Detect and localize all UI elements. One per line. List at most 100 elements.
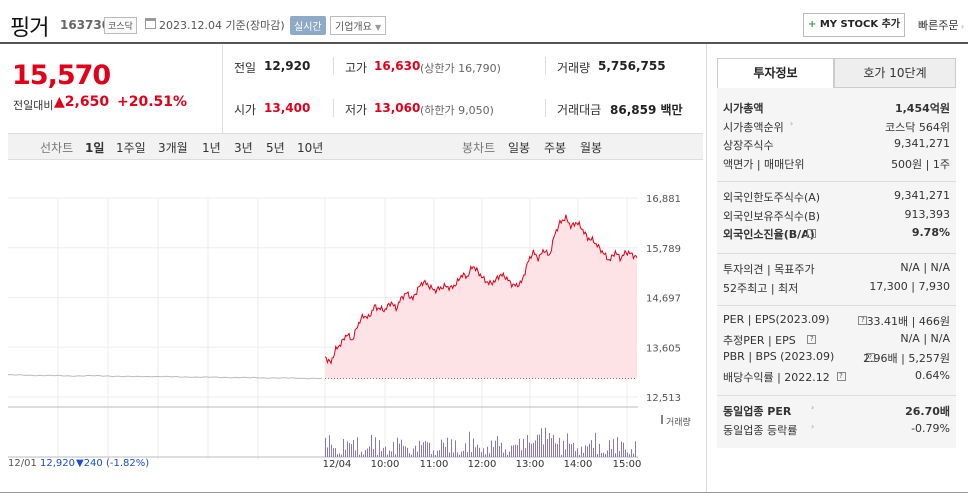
volume-bar <box>621 441 622 457</box>
volume-bar <box>411 454 412 457</box>
info-value: N/A | N/A <box>900 331 950 345</box>
volume-bar <box>487 446 488 457</box>
tab-invest-info[interactable]: 투자정보 <box>717 58 834 88</box>
volume-bar <box>337 454 338 457</box>
volume-bar <box>505 449 506 457</box>
x-axis-labels: 12/04 10:00 11:00 12:00 13:00 14:00 15:00 <box>323 459 642 470</box>
volume-bar <box>403 445 404 457</box>
volume-bar <box>513 445 514 457</box>
chevron-right-icon[interactable]: › <box>790 118 794 128</box>
period-3y-tab[interactable]: 3년 <box>234 141 253 155</box>
prev-day-pct: (-1.82%) <box>106 458 150 469</box>
price-chart[interactable]: 16,881 15,789 14,697 13,605 12,513 12/04 10:0… <box>0 160 705 492</box>
volume-bar <box>419 440 420 457</box>
x-tick-label: 12:00 <box>468 459 497 470</box>
volume-bar <box>391 451 392 457</box>
volume-bar <box>501 442 502 457</box>
volume-bar <box>349 443 350 457</box>
help-icon[interactable]: ? <box>807 229 817 238</box>
info-row: PER | EPS(2023.09)? 33.41배 | 466원 <box>723 313 950 329</box>
volume-bar <box>473 438 474 457</box>
volume-bar <box>625 449 626 457</box>
info-value: 2.96배 | 5,257원 <box>863 352 950 365</box>
volume-label: 거래량 <box>666 418 691 428</box>
realtime-button[interactable]: 실시간 <box>290 16 326 35</box>
intraday-line <box>324 214 638 379</box>
volume-bar <box>465 443 466 457</box>
quick-order-button[interactable]: 빠른주문 › <box>918 17 964 33</box>
volume-bar <box>515 444 516 457</box>
help-icon[interactable]: ? <box>836 371 846 381</box>
candle-monthly-tab[interactable]: 월봉 <box>580 141 603 155</box>
period-1w-tab[interactable]: 1주일 <box>116 141 146 155</box>
volume-bar <box>415 445 416 457</box>
volume-bar <box>421 445 422 457</box>
prev-close-label: 전일 <box>234 61 257 75</box>
candle-daily-tab[interactable]: 일봉 <box>508 141 531 155</box>
tab-orderbook[interactable]: 호가 10단계 <box>834 58 956 88</box>
volume-bar <box>617 437 618 457</box>
volume-bar <box>485 454 486 457</box>
period-10y-tab[interactable]: 10년 <box>297 141 324 155</box>
volume-bar <box>573 442 574 457</box>
volume-bar <box>547 439 548 457</box>
amount-value: 86,859 백만 <box>610 103 683 117</box>
volume-bar <box>475 447 476 457</box>
volume-bar <box>539 434 540 457</box>
volume-bar <box>373 448 374 457</box>
volume-bar <box>429 442 430 457</box>
info-value: 26.70배 <box>905 405 950 418</box>
period-1d-tab[interactable]: 1일 <box>85 141 105 155</box>
candle-weekly-tab[interactable]: 주봉 <box>544 141 567 155</box>
volume-bar <box>583 452 584 457</box>
volume-bar <box>387 454 388 457</box>
period-3m-tab[interactable]: 3개월 <box>158 141 188 155</box>
footer-divider <box>0 492 968 493</box>
volume-bar <box>601 453 602 457</box>
volume-bar <box>559 437 560 457</box>
volume-bar <box>563 440 564 457</box>
volume-bar <box>377 454 378 457</box>
stat-divider <box>333 57 334 75</box>
intraday-area <box>325 214 637 379</box>
volume-bar <box>491 440 492 457</box>
help-icon[interactable]: ? <box>807 334 817 344</box>
my-stock-add-button[interactable]: + MY STOCK 추가 <box>803 13 905 37</box>
volume-bar <box>439 450 440 457</box>
help-icon[interactable]: ? <box>858 316 868 325</box>
volume-bar <box>405 446 406 457</box>
info-label: 외국인한도주식수(A) <box>723 191 821 204</box>
info-value: 913,393 <box>904 207 951 221</box>
stock-name: 핑거 <box>10 16 49 41</box>
volume-bar <box>413 448 414 457</box>
chevron-right-icon[interactable]: › <box>811 421 815 431</box>
volume-bar <box>477 444 478 457</box>
volume-bar <box>479 447 480 457</box>
info-row: PBR | BPS (2023.09)? 2.96배 | 5,257원 <box>723 350 950 366</box>
x-tick-label: 14:00 <box>564 459 593 470</box>
period-5y-tab[interactable]: 5년 <box>266 141 285 155</box>
volume-bar <box>441 439 442 457</box>
volume-bar <box>359 454 360 457</box>
volume-bar <box>569 443 570 457</box>
info-label: 시가총액순위 <box>723 120 784 134</box>
volume-bar <box>347 441 348 457</box>
volume-bar <box>549 433 550 457</box>
chevron-right-icon[interactable]: › <box>811 403 815 412</box>
volume-bar <box>627 452 628 457</box>
volume-bar <box>533 442 534 457</box>
help-icon[interactable]: ? <box>865 353 875 362</box>
volume-bar <box>385 446 386 457</box>
current-price: 15,570 <box>12 60 111 91</box>
company-overview-dropdown[interactable]: 기업개요 ▼ <box>330 16 387 35</box>
volume-bar <box>467 452 468 457</box>
volume-bar <box>365 450 366 457</box>
volume-bar <box>499 446 500 457</box>
volume-bar <box>401 439 402 457</box>
volume-bar <box>493 447 494 457</box>
volume-bar <box>451 439 452 457</box>
prev-day-change: ▼240 <box>76 458 103 469</box>
period-1y-tab[interactable]: 1년 <box>202 141 221 155</box>
volume-bar <box>611 448 612 457</box>
volume-bar <box>631 449 632 457</box>
